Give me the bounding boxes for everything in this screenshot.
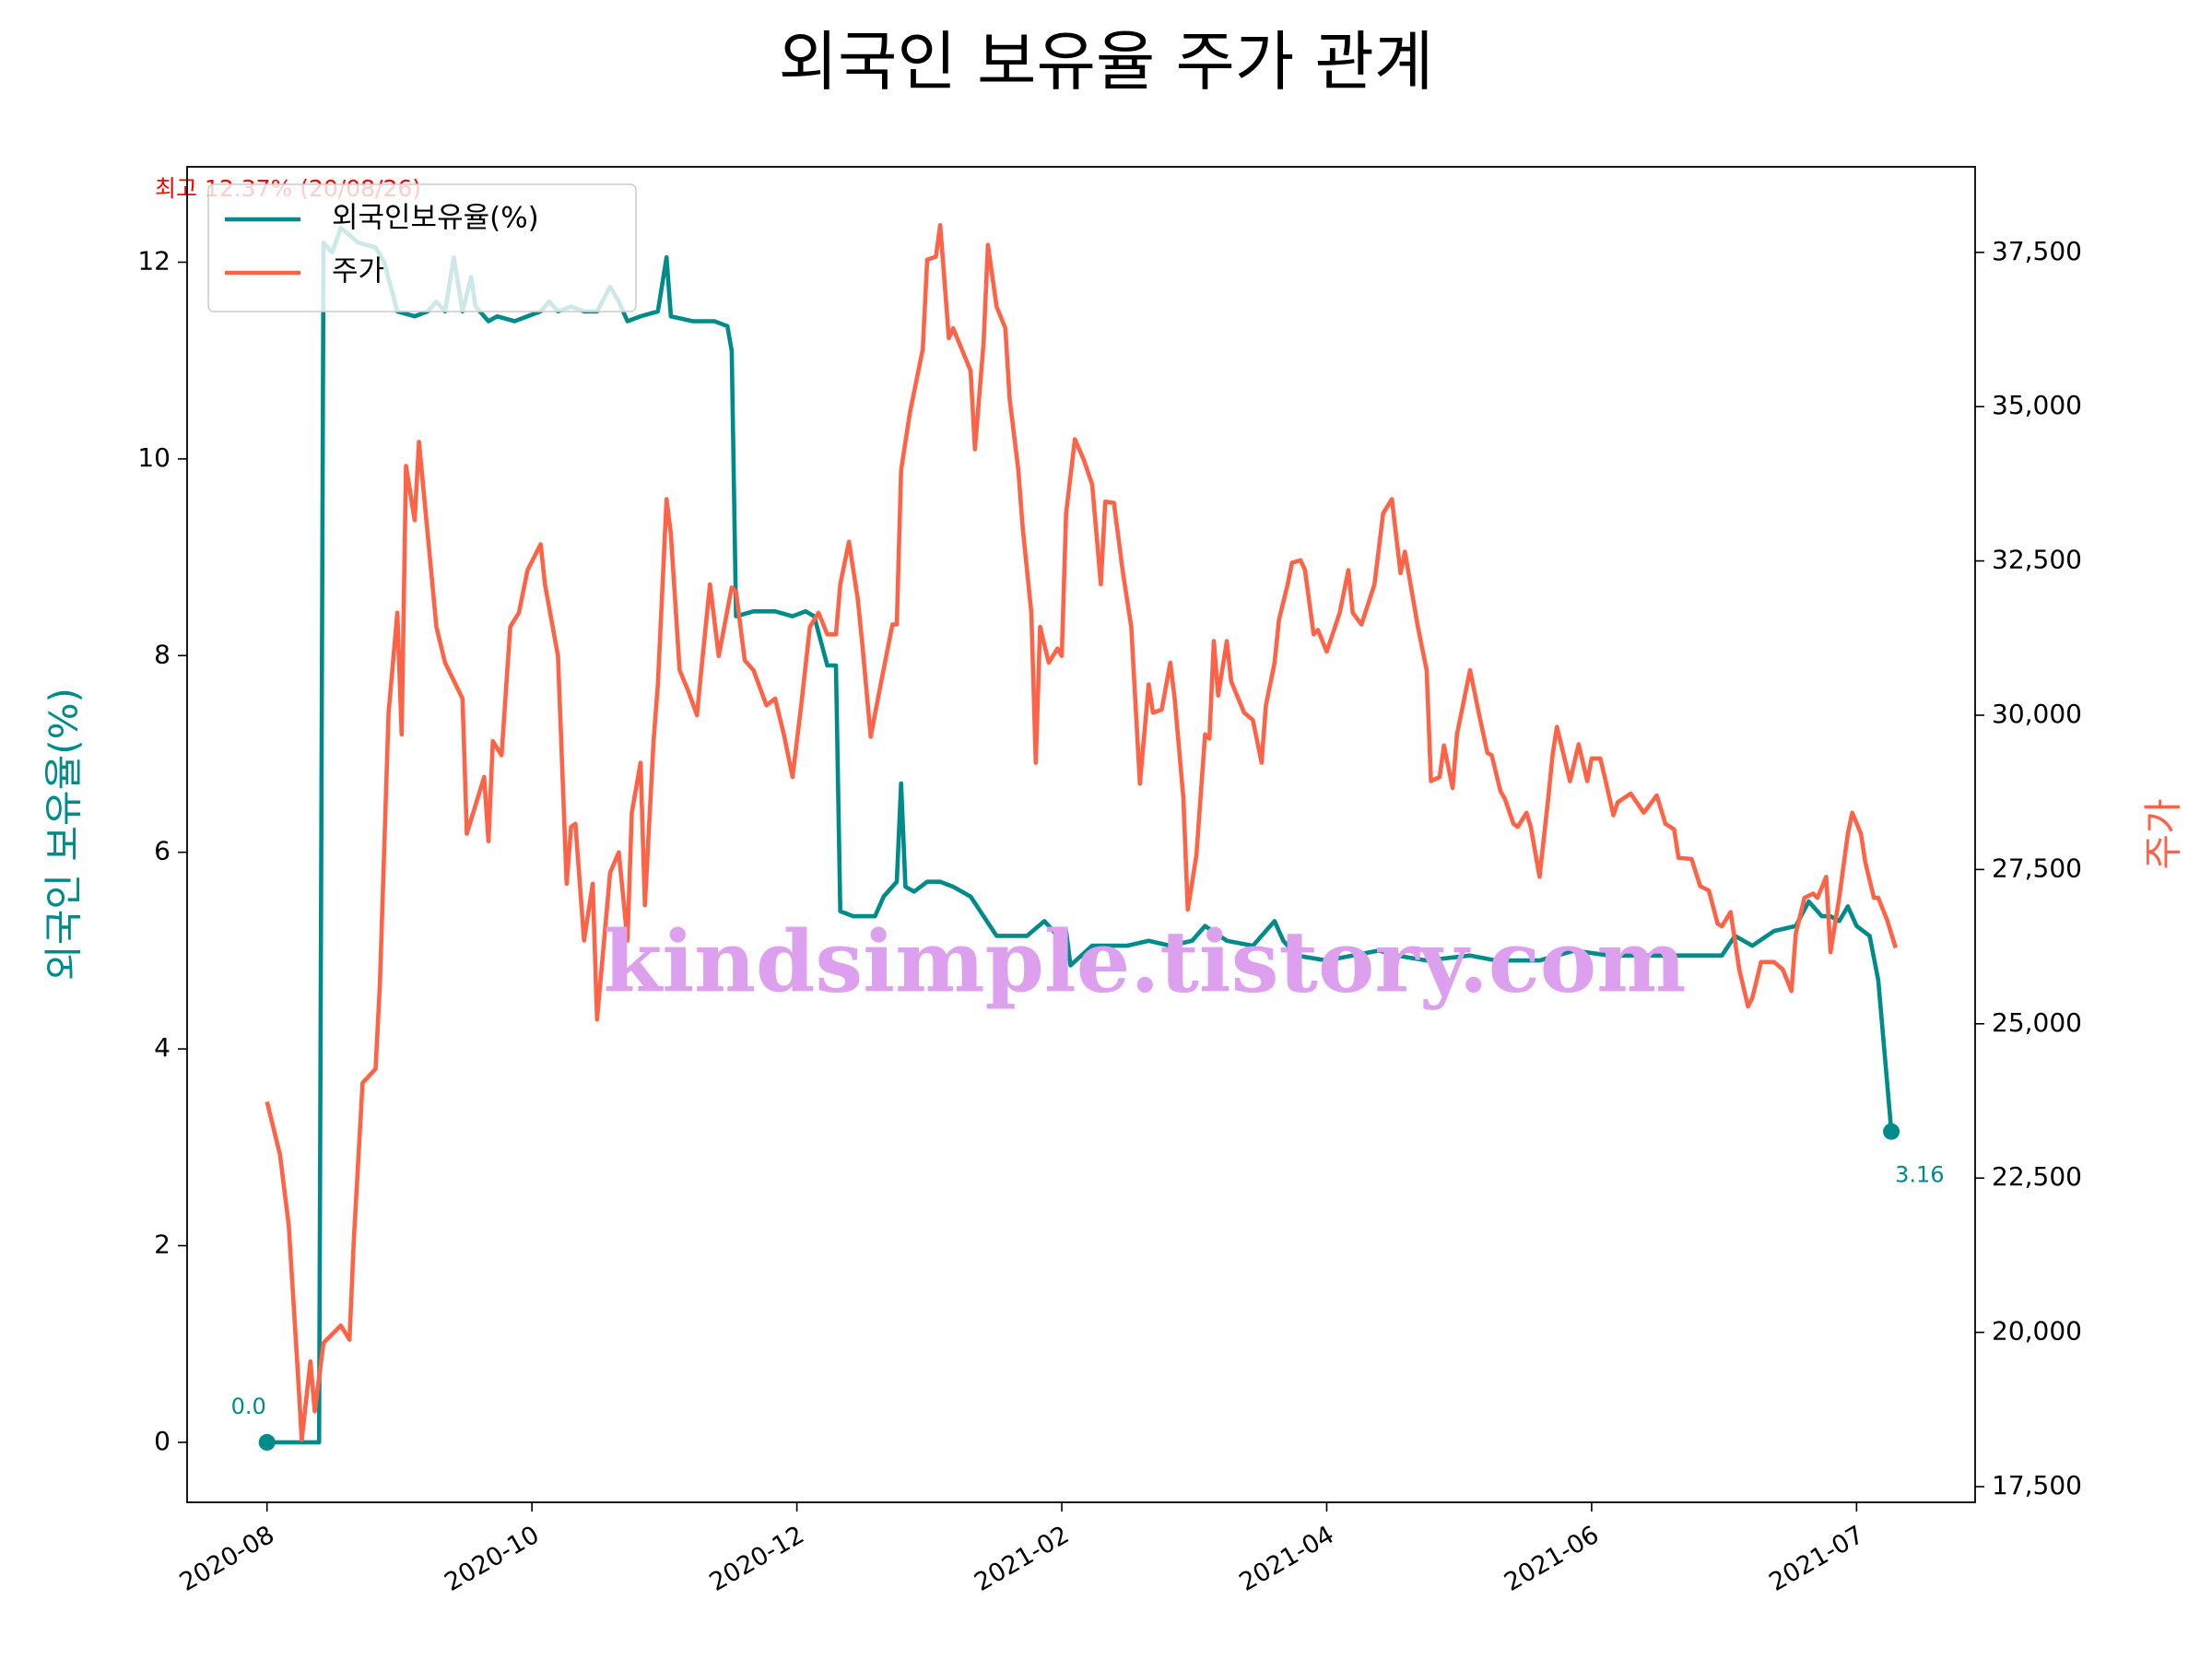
- chart-title: 외국인 보유율 주가 관계: [779, 24, 1434, 100]
- y2-tick-label: 20,000: [1992, 1316, 2082, 1347]
- y2-tick-label: 32,500: [1992, 545, 2082, 575]
- legend: 외국인보유율(%) 주가: [207, 183, 637, 312]
- legend-label: 외국인보유율(%): [332, 202, 539, 235]
- y-axis-label: 외국인 보유율(%): [41, 688, 87, 981]
- y2-tick-label: 35,000: [1992, 390, 2082, 420]
- y-tick-label: 10: [137, 442, 171, 473]
- y-tick-label: 2: [154, 1230, 171, 1260]
- start-label: 0.0: [231, 1394, 266, 1419]
- end-marker: [1883, 1123, 1900, 1140]
- plot-frame: [186, 166, 1976, 1503]
- y-tick-label: 4: [154, 1032, 171, 1063]
- legend-box: [207, 183, 637, 312]
- watermark: kindsimple.tistory.com: [603, 912, 1686, 1012]
- start-marker: [258, 1433, 276, 1451]
- y2-tick-label: 27,500: [1992, 853, 2082, 883]
- y-tick-label: 8: [154, 639, 171, 669]
- y2-axis-label: 주가: [2141, 798, 2186, 869]
- series-line: [265, 223, 1898, 1442]
- y2-tick-label: 37,500: [1992, 236, 2082, 266]
- legend-label: 주가: [332, 255, 384, 288]
- y2-tick-label: 17,500: [1992, 1470, 2082, 1500]
- end-label: 3.16: [1895, 1162, 1944, 1188]
- y2-tick-label: 30,000: [1992, 699, 2082, 729]
- y-tick-label: 0: [154, 1426, 171, 1456]
- y-tick-label: 12: [137, 246, 171, 276]
- y-tick-label: 6: [154, 836, 171, 866]
- series-line: [266, 225, 1894, 1445]
- y2-tick-label: 22,500: [1992, 1161, 2082, 1192]
- y2-tick-label: 25,000: [1992, 1007, 2082, 1038]
